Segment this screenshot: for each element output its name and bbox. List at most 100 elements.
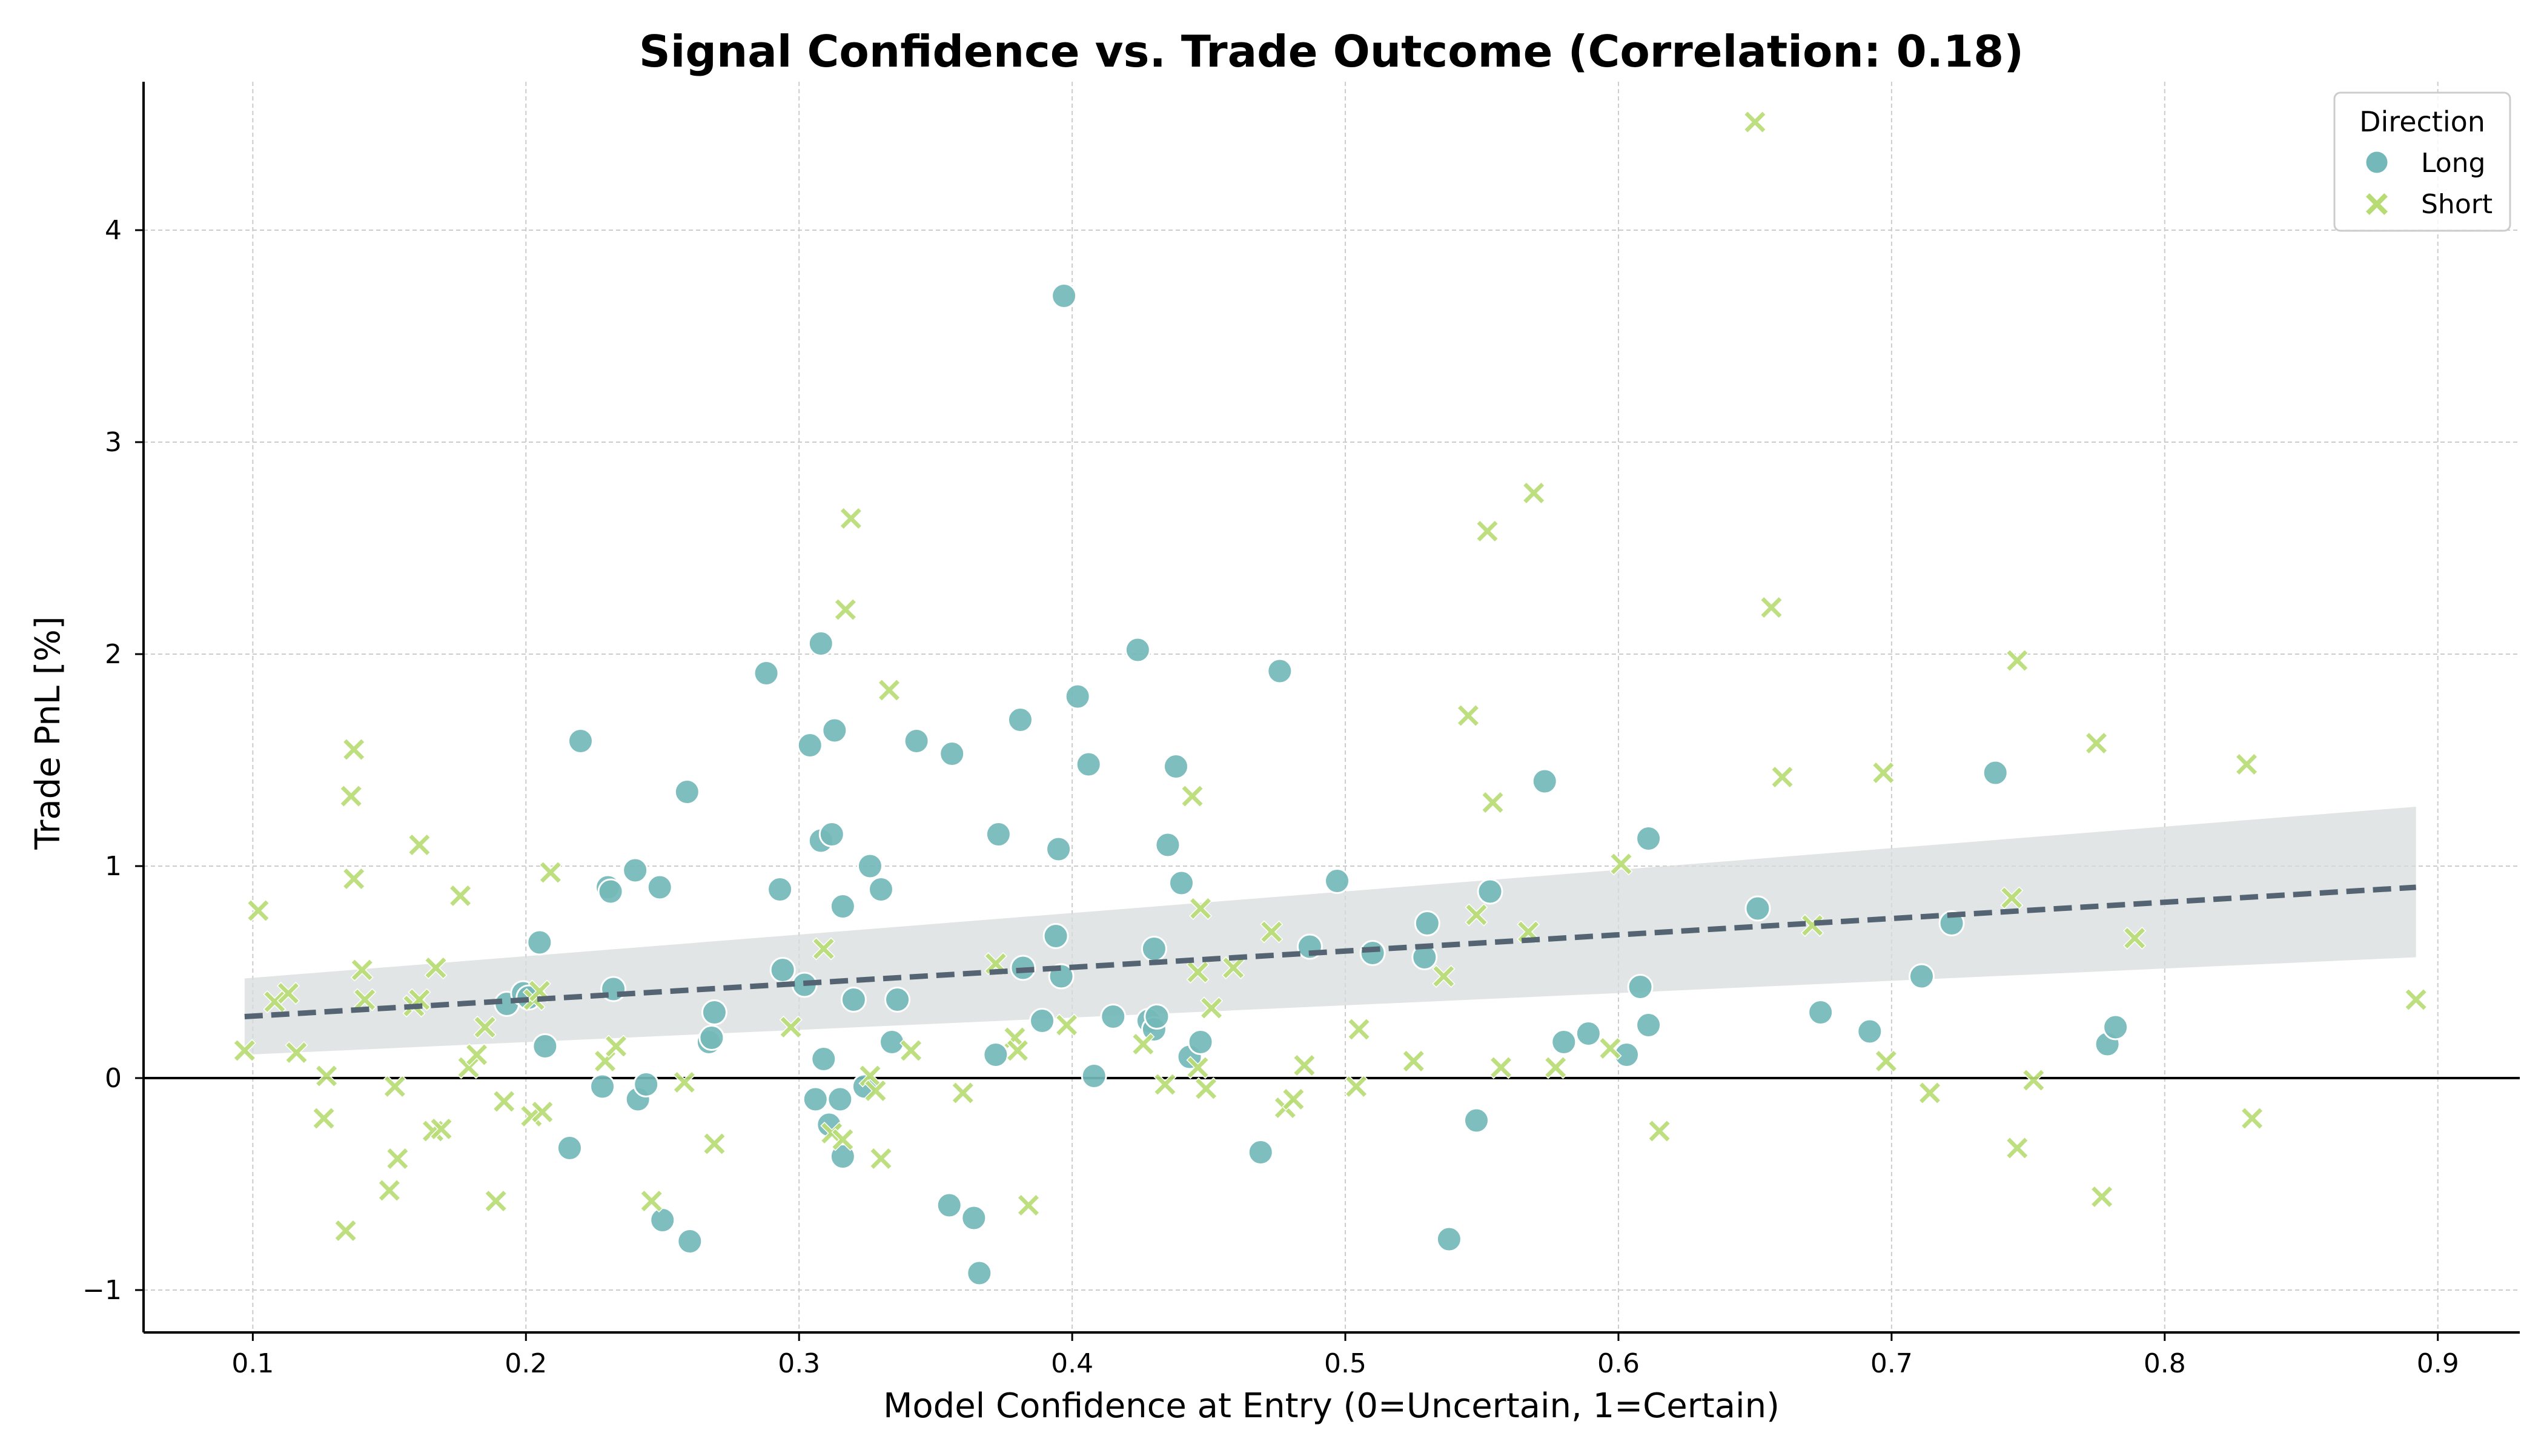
long-point [622,857,649,884]
long-point [1141,936,1167,962]
long-point [1045,836,1072,862]
short-point [424,956,448,980]
short-point [1874,1049,1898,1073]
axes [135,82,2520,1341]
short-point [1194,1077,1218,1100]
short-point [538,861,562,884]
long-point [827,1086,853,1113]
short-point [951,1081,975,1105]
short-point [1260,920,1284,944]
legend-title: Direction [2359,105,2485,138]
short-point [531,1100,554,1124]
y-axis-label: Trade PnL [%] [28,616,68,850]
y-tick-label: 1 [105,851,122,882]
long-point [1857,1018,1883,1045]
short-point [1016,1193,1041,1217]
short-point [449,884,472,908]
long-point [840,987,867,1013]
y-tick-label: 4 [105,215,122,246]
long-point [1324,868,1351,894]
short-point [1743,110,1767,134]
tick-labels: 0.1 0.2 0.3 0.4 0.5 0.6 0.7 0.8 0.9 −1 0 1 2 3 4 [82,215,2459,1379]
short-point [1872,761,1895,785]
long-point [526,929,553,956]
short-point [342,867,366,891]
y-tick-label: 3 [105,427,122,458]
long-point [879,1029,906,1055]
long-point [1635,826,1662,852]
long-point [797,732,823,758]
grid-lines [144,82,2520,1332]
long-point [1982,759,2009,786]
x-tick-label: 0.5 [1324,1348,1366,1379]
long-point [1575,1021,1602,1047]
short-point [1760,595,1783,620]
short-point [1771,765,1794,789]
x-tick-label: 0.4 [1051,1348,1093,1379]
legend-long-marker [2364,150,2390,175]
short-point [353,988,377,1011]
long-point [532,1033,558,1059]
short-point [869,1147,893,1171]
x-tick-label: 0.2 [505,1348,547,1379]
short-point [2000,886,2024,910]
chart-title: Signal Confidence vs. Trade Outcome (Cor… [639,26,2024,77]
long-point [1007,707,1033,733]
long-point [1051,283,1078,309]
short-point [1465,903,1488,927]
long-point [939,741,966,767]
long-point [1551,1029,1577,1055]
short-point [1347,1018,1371,1041]
short-point [2006,1136,2029,1160]
short-point [263,990,287,1014]
long-point [649,1207,676,1233]
long-point [1744,895,1771,922]
short-point [492,1090,516,1113]
short-point [520,1104,543,1128]
short-point [1598,1036,1622,1061]
x-axis-label: Model Confidence at Entry (0=Uncertain, … [883,1386,1780,1426]
long-point [589,1073,616,1100]
short-point [1481,790,1505,815]
short-point [779,1015,803,1039]
long-point [810,1046,837,1072]
short-point [640,1189,663,1213]
short-point [1188,896,1213,921]
long-point [982,1042,1009,1068]
long-point [966,1260,993,1286]
long-point [1075,751,1102,778]
short-point [2123,926,2147,950]
short-point [1200,996,1224,1020]
short-point [285,1041,308,1065]
short-point [342,738,366,761]
short-point [1456,704,1480,727]
short-point [1181,784,1204,808]
long-point [1908,963,1935,990]
y-tick-label: −1 [82,1275,122,1306]
confidence-band-layer [244,807,2416,1055]
legend: Direction Long Short [2333,91,2511,232]
long-point [597,878,624,905]
short-point [1489,1056,1513,1079]
trend-line [244,884,2416,1019]
short-point [1282,1087,1305,1111]
long-point [1187,1029,1214,1055]
short-point [1345,1074,1368,1099]
short-point [2006,649,2029,672]
short-point [812,937,835,961]
short-point [233,1039,256,1062]
long-point [1100,1004,1127,1030]
short-point [1131,1032,1155,1056]
confidence-band [244,807,2416,1055]
short-point [1544,1056,1568,1079]
short-point [1222,956,1245,980]
long-point [1081,1063,1107,1089]
short-point [2090,1185,2114,1209]
short-point [1186,1056,1210,1079]
y-tick-label: 0 [105,1063,122,1094]
short-point [484,1189,508,1213]
short-point [1522,481,1546,505]
short-point [1801,913,1824,938]
long-point [769,957,796,983]
